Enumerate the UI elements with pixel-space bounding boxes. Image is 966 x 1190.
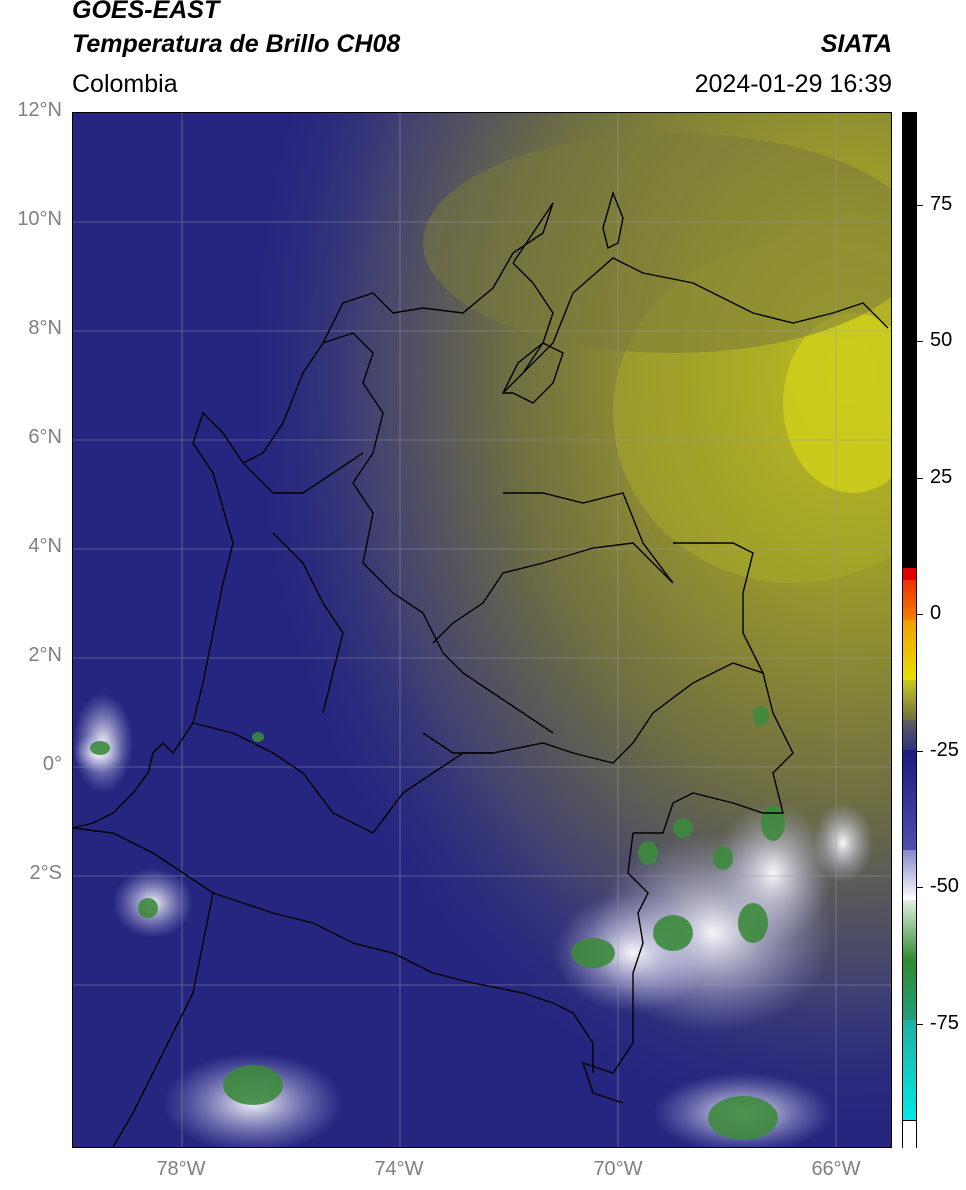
lat-label: 4°N: [28, 535, 62, 557]
lon-label: 70°W: [593, 1158, 643, 1180]
map-canvas: [73, 113, 891, 1147]
colorbar: [902, 112, 917, 1148]
colorbar-label: 0: [930, 602, 942, 624]
colorbar-tick: [917, 887, 923, 888]
lon-label: 66°W: [811, 1158, 861, 1180]
colorbar-label: -25: [930, 739, 959, 761]
title-product: Temperatura de Brillo CH08: [72, 30, 401, 58]
satellite-map: [72, 112, 892, 1148]
colorbar-tick: [917, 478, 923, 479]
timestamp-label: 2024-01-29 16:39: [694, 70, 892, 98]
colorbar-label: 75: [930, 193, 953, 215]
colorbar-tick: [917, 1024, 923, 1025]
lon-label: 78°W: [156, 1158, 206, 1180]
lat-label: 6°N: [28, 426, 62, 448]
colorbar-label: 50: [930, 329, 953, 351]
lat-label: 8°N: [28, 317, 62, 339]
colorbar-tick: [917, 751, 923, 752]
colorbar-label: -75: [930, 1012, 959, 1034]
colorbar-tick: [917, 341, 923, 342]
graticule: [73, 113, 891, 1147]
lat-label: 0°: [42, 753, 62, 775]
colorbar-label: -50: [930, 875, 959, 897]
region-label: Colombia: [72, 70, 178, 98]
colorbar-label: 25: [930, 466, 953, 488]
lat-label: 2°N: [28, 644, 62, 666]
colorbar-tick: [917, 205, 923, 206]
lon-label: 74°W: [374, 1158, 424, 1180]
lat-label: 2°S: [29, 862, 62, 884]
lat-label: 12°N: [17, 99, 62, 121]
organization-label: SIATA: [820, 30, 892, 58]
coastline-borders: [73, 190, 889, 1147]
cold-cloud-tops: [90, 706, 785, 1140]
lat-label: 10°N: [17, 208, 62, 230]
title-satellite: GOES-EAST: [72, 0, 220, 24]
colorbar-tick: [917, 614, 923, 615]
